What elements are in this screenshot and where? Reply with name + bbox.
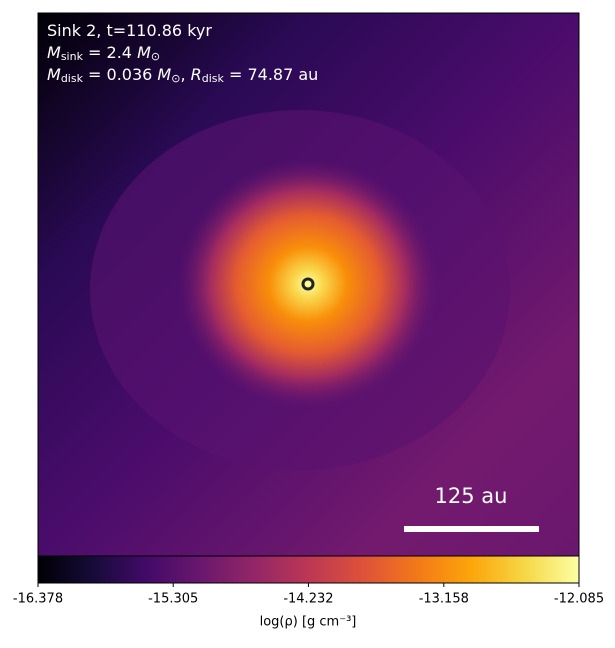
annotation-part: Sink 2, t=110.86 kyr [47,21,212,40]
annotation: Msink = 2.4 M⊙ [47,43,160,64]
colorbar-label: log(ρ) [g cm⁻³] [260,615,357,630]
colorbar-tick-label: -12.085 [554,592,604,607]
colorbar-tick-label: -13.158 [419,592,469,607]
annotation-part: = 74.87 au [224,65,318,84]
colorbar [37,555,580,584]
annotation-part: disk [202,72,225,85]
annotation-part: ⊙ [171,72,180,85]
annotation-part: R [191,65,202,84]
annotation-part: M [47,65,61,84]
annotation-part: , [180,65,190,84]
annotation-part: M [47,43,61,62]
annotation-part: M [137,43,151,62]
density-map [38,13,579,556]
colorbar-tick-label: -15.305 [148,592,198,607]
annotation-part: = 2.4 [83,43,137,62]
scale-bar-label: 125 au [435,484,508,508]
colorbar-tick-label: -16.378 [13,592,63,607]
annotation-part: ⊙ [151,50,160,63]
sink-marker [301,277,315,291]
colorbar-ticks: -16.378 -15.305 -14.232 -13.158 -12.085 [13,583,604,607]
scale-bar [404,526,539,532]
annotation-part: disk [61,72,84,85]
annotation-part: M [157,65,171,84]
annotation: Mdisk = 0.036 M⊙, Rdisk = 74.87 au [47,65,318,86]
colorbar-tick-label: -14.232 [283,592,333,607]
annotation-part: = 0.036 [83,65,157,84]
annotation-part: sink [61,50,84,63]
annotation: Sink 2, t=110.86 kyr [47,21,212,40]
